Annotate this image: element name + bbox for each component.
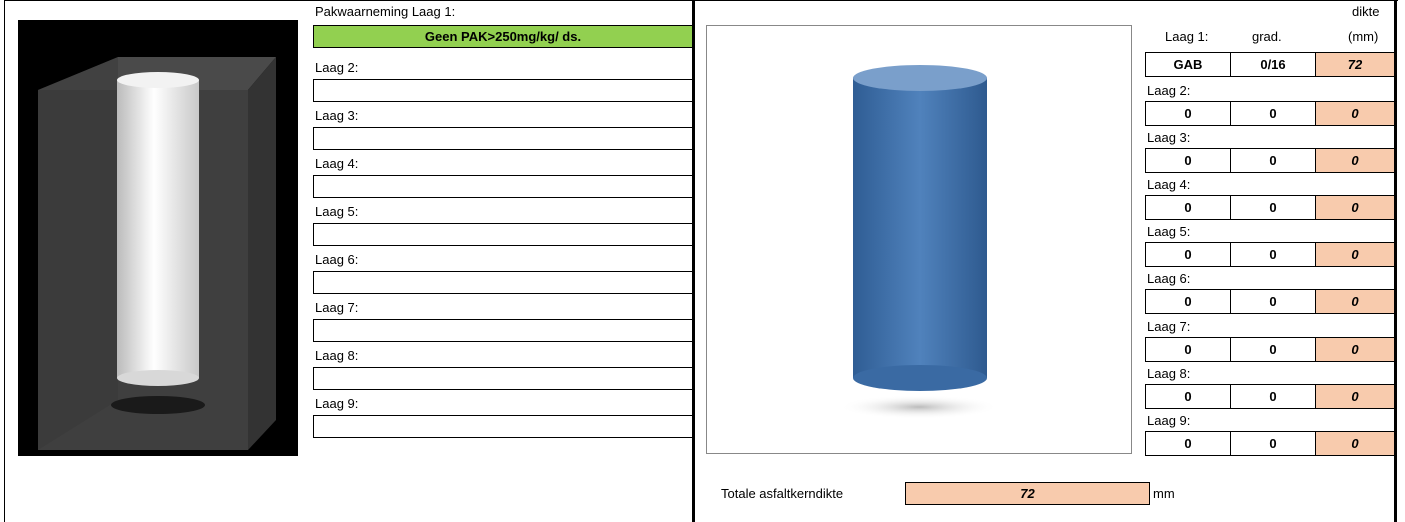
layer-label: Laag 4: [315,156,359,171]
title: Pakwaarneming Laag 1: [315,4,456,19]
thickness-cell: 0 [1315,148,1395,174]
material-cell: 0 [1145,289,1231,315]
divider [692,0,695,522]
total-label: Totale asfaltkerndikte [721,486,844,501]
core-image-left [18,20,298,456]
row-label: Laag 3: [1147,130,1191,146]
thickness-cell: 0 [1315,101,1395,126]
grade-cell: 0 [1230,383,1316,409]
layer-label: Laag 8: [315,348,359,363]
total-unit: mm [1153,486,1175,501]
layer-input [313,415,693,438]
layer-input [313,175,693,198]
thickness-cell: 72 [1315,52,1395,77]
grade-cell: 0/16 [1230,52,1316,77]
layer-label: Laag 9: [315,396,359,411]
thickness-cell: 0 [1315,242,1395,268]
layer1-result: Geen PAK>250mg/kg/ ds. [313,25,693,48]
grade-cell: 0 [1230,289,1316,315]
layer-label: Laag 7: [315,300,359,315]
border-top [4,0,1398,1]
border-right [1394,0,1397,522]
material-cell: 0 [1145,148,1231,174]
layer-input [313,367,693,390]
thickness-cell: 0 [1315,289,1395,315]
grade-cell: 0 [1230,195,1316,221]
row-label: Laag 4: [1147,177,1191,193]
col-header: grad. [1252,29,1282,44]
thickness-cell: 0 [1315,195,1395,221]
border-left [4,0,5,522]
material-cell: 0 [1145,242,1231,268]
total-value: 72 [905,482,1150,505]
grade-cell: 0 [1230,148,1316,174]
thickness-cell: 0 [1315,430,1395,456]
layer-label: Laag 6: [315,252,359,267]
row-label: Laag 7: [1147,318,1191,334]
layer-label: Laag 5: [315,204,359,219]
material-cell: 0 [1145,101,1231,126]
grade-cell: 0 [1230,430,1316,456]
col-header: dikte [1352,4,1380,19]
material-cell: 0 [1145,195,1231,221]
grade-cell: 0 [1230,336,1316,362]
layer-input [313,79,693,102]
layer-label: Laag 3: [315,108,359,123]
row-label: Laag 8: [1147,365,1191,381]
row-label: Laag 9: [1147,412,1191,428]
layer-label: Laag 2: [315,60,359,75]
row-label: Laag 2: [1147,83,1191,98]
layer-input [313,223,693,246]
row-label: Laag 1: [1165,29,1209,44]
layer-input [313,127,693,150]
material-cell: GAB [1145,52,1231,77]
thickness-cell: 0 [1315,336,1395,362]
thickness-cell: 0 [1315,383,1395,409]
layer-input [313,271,693,294]
row-label: Laag 5: [1147,224,1191,240]
grade-cell: 0 [1230,242,1316,268]
grade-cell: 0 [1230,101,1316,126]
core-chart [706,25,1132,454]
col-header: (mm) [1348,29,1379,44]
material-cell: 0 [1145,430,1231,456]
row-label: Laag 6: [1147,271,1191,287]
material-cell: 0 [1145,336,1231,362]
material-cell: 0 [1145,383,1231,409]
layer-input [313,319,693,342]
